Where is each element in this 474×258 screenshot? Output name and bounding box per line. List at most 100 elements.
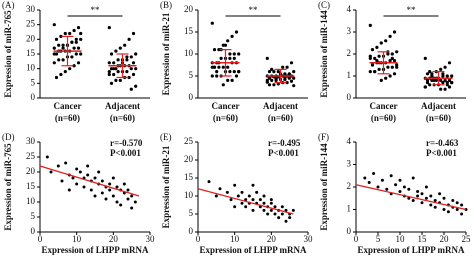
dot xyxy=(292,76,296,80)
y-tick-label: 1 xyxy=(347,70,352,80)
dot xyxy=(79,52,83,56)
dot xyxy=(118,46,122,50)
y-tick-label: 1 xyxy=(347,204,352,214)
category-note: (n=60) xyxy=(371,113,396,123)
dot xyxy=(118,78,122,82)
dot xyxy=(61,46,65,50)
y-tick-label: 15 xyxy=(26,181,36,191)
dot xyxy=(114,78,118,82)
y-tick-label: 10 xyxy=(26,196,36,206)
dot xyxy=(379,41,383,45)
y-tick-label: 0 xyxy=(347,226,352,236)
point xyxy=(240,201,244,205)
dot xyxy=(112,67,116,71)
dot xyxy=(116,58,120,62)
dot xyxy=(76,46,81,50)
y-tick-label: 10 xyxy=(26,63,36,73)
dot xyxy=(129,55,133,59)
x-tick-label: 20 xyxy=(267,234,277,244)
point xyxy=(45,155,49,159)
dot xyxy=(215,70,219,74)
dot xyxy=(270,67,274,71)
point xyxy=(64,161,68,165)
point xyxy=(389,174,393,178)
x-axis-label: Expression of LHPP mRNA xyxy=(199,245,307,255)
dot xyxy=(423,85,427,89)
dot xyxy=(445,83,449,87)
dot xyxy=(390,56,394,61)
dot xyxy=(289,79,294,83)
dot xyxy=(112,72,116,77)
dot xyxy=(79,31,83,36)
point xyxy=(207,180,211,184)
dot xyxy=(287,72,291,76)
dot xyxy=(61,43,65,47)
y-tick-label: 25 xyxy=(26,19,36,29)
y-tick-label: 30 xyxy=(26,4,36,14)
point xyxy=(130,206,134,210)
dot xyxy=(292,84,296,88)
dot xyxy=(210,21,214,25)
dot xyxy=(443,78,447,82)
dot xyxy=(368,54,372,58)
point xyxy=(402,185,406,189)
dot xyxy=(388,59,392,63)
y-tick-label: 10 xyxy=(184,48,194,58)
point xyxy=(82,185,86,189)
dot xyxy=(441,74,445,78)
point xyxy=(104,197,108,201)
dot xyxy=(283,76,287,80)
point xyxy=(115,185,119,189)
significance-label: ** xyxy=(407,5,417,15)
dot xyxy=(445,81,449,85)
point xyxy=(280,205,284,209)
dot xyxy=(388,34,392,39)
point xyxy=(284,208,288,212)
point xyxy=(218,187,222,191)
y-tick-label: 5 xyxy=(31,211,36,221)
dot xyxy=(434,78,438,82)
dot xyxy=(54,75,59,80)
y-axis-label: Expression of miR-21 xyxy=(161,145,171,228)
dot xyxy=(368,70,372,74)
point xyxy=(133,200,137,204)
dot xyxy=(79,37,83,41)
significance-label: ** xyxy=(249,5,259,15)
dot xyxy=(292,70,296,74)
point xyxy=(372,172,376,175)
dot xyxy=(63,31,67,36)
dot xyxy=(272,83,276,87)
dot xyxy=(131,31,136,36)
dot xyxy=(210,74,214,78)
dot xyxy=(72,28,76,33)
dot xyxy=(425,78,430,82)
point xyxy=(71,176,75,180)
dot xyxy=(217,65,221,69)
point xyxy=(126,188,130,192)
dot xyxy=(107,26,111,30)
dot xyxy=(114,49,118,53)
dot xyxy=(228,56,232,61)
point xyxy=(247,194,251,198)
point xyxy=(97,170,101,174)
point xyxy=(75,167,79,171)
dot xyxy=(74,52,78,56)
dot xyxy=(226,78,230,82)
point xyxy=(269,201,273,205)
y-tick-label: 4 xyxy=(347,4,352,14)
point xyxy=(119,203,123,207)
point xyxy=(214,194,218,198)
stat-annotation: P<0.001 xyxy=(426,148,457,158)
dot xyxy=(281,65,285,69)
dot xyxy=(392,72,397,76)
point xyxy=(367,181,371,184)
category-label: Adjacent xyxy=(421,101,456,111)
point xyxy=(266,212,270,216)
point xyxy=(394,183,398,187)
point xyxy=(108,188,112,192)
point xyxy=(130,194,134,198)
dot xyxy=(265,56,269,61)
dot xyxy=(76,26,81,30)
dot xyxy=(425,81,430,85)
dot xyxy=(375,45,379,50)
